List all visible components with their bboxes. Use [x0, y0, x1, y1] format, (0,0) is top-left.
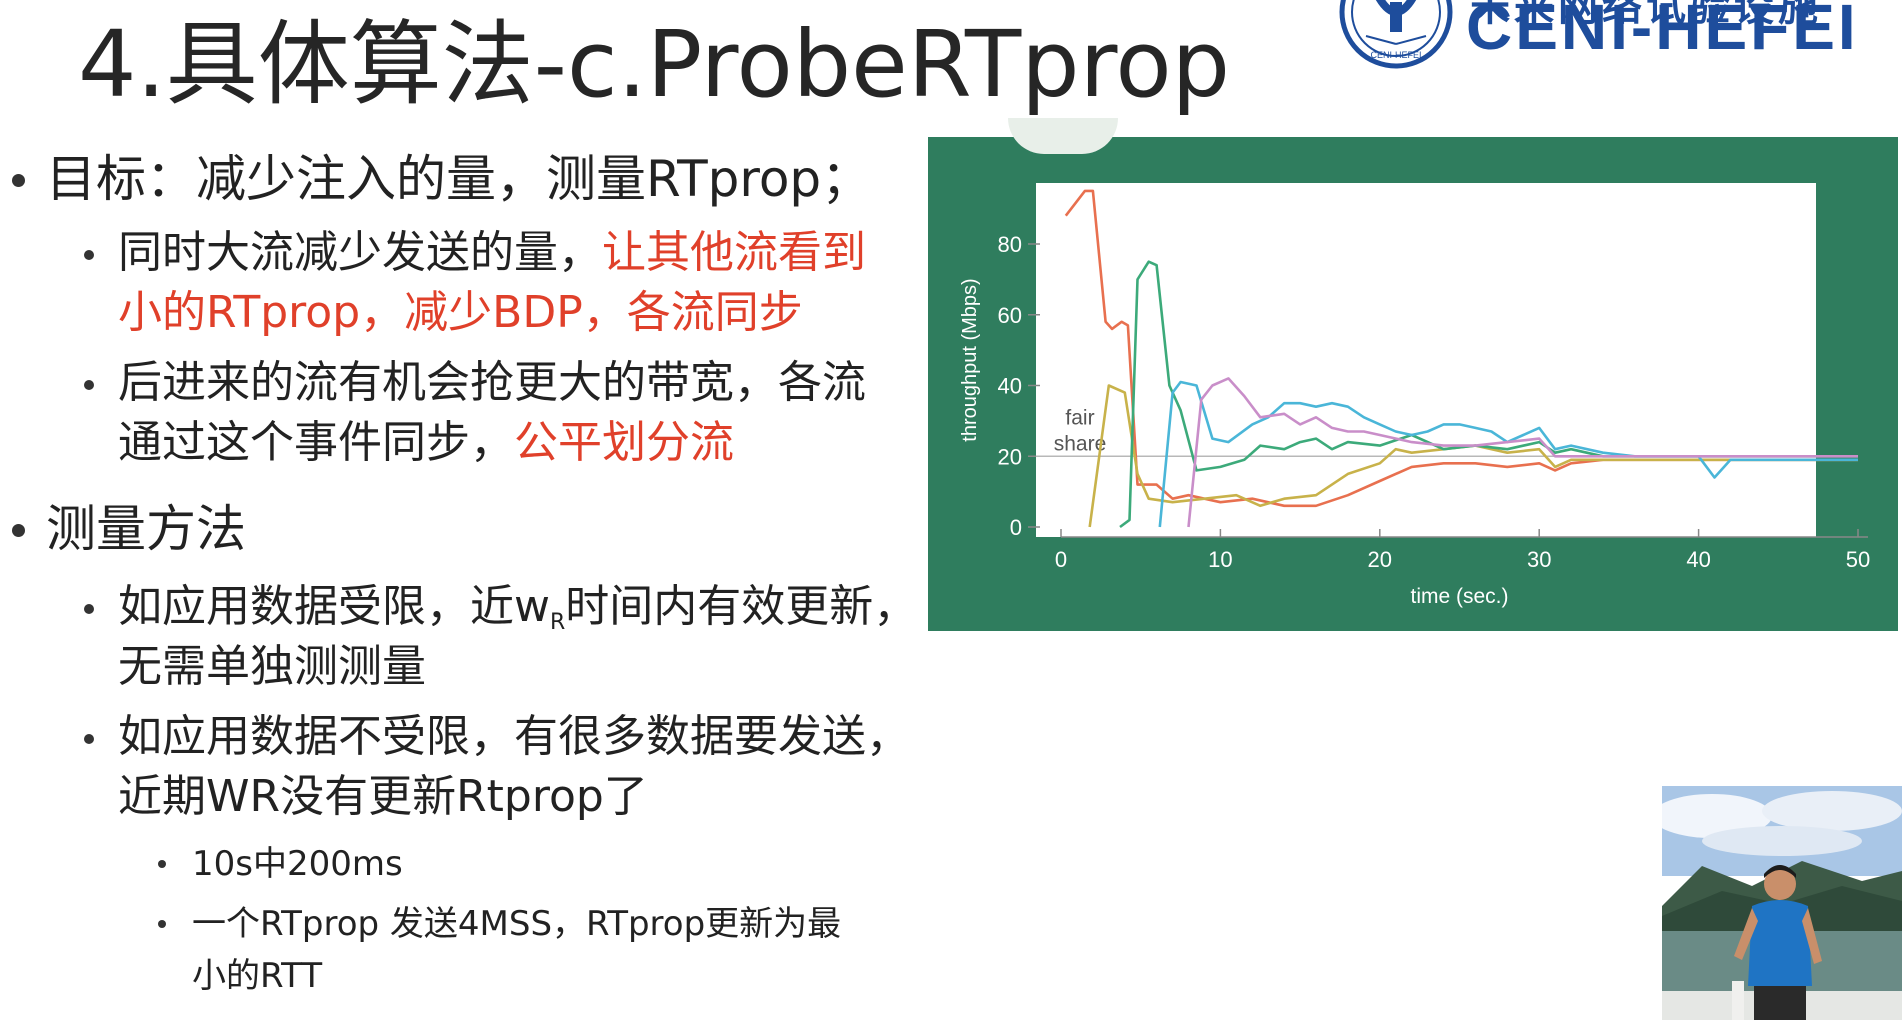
bullet-method: 测量方法: [46, 500, 246, 558]
method-sub1-subscript: R: [550, 610, 566, 635]
bullet-item-rtprop-line1: 一个RTprop 发送4MSS，RTprop更新为最: [192, 904, 842, 944]
logo-text: CENI-HEFEI: [1466, 0, 1859, 63]
emblem-text: CENI-HEFEI: [1370, 50, 1421, 60]
emblem-icon: CENI-HEFEI: [1339, 0, 1453, 69]
bullet-dot: [158, 860, 166, 868]
series-line-5: [1187, 377, 1858, 528]
y-tick-label: 0: [1010, 515, 1022, 540]
bullet-dot: [84, 380, 94, 390]
fair-share-label-line1: fair: [1065, 406, 1094, 429]
goal-sub2-red: 公平划分流: [514, 417, 734, 468]
x-tick-label: 0: [1055, 547, 1067, 572]
x-tick-label: 50: [1846, 547, 1870, 572]
goal-sub1-black: 同时大流减少发送的量，: [118, 227, 602, 278]
goal-sub2-black: 通过这个事件同步，: [118, 417, 514, 468]
series-line-2: [1088, 384, 1858, 528]
y-tick-label: 40: [998, 374, 1022, 399]
bullet-dot: [12, 524, 25, 537]
method-sub1-post: 时间内有效更新，: [565, 581, 918, 632]
bullet-method-sub2-line1: 如应用数据不受限，有很多数据要发送，: [118, 711, 910, 762]
x-tick-label: 10: [1208, 547, 1232, 572]
goal-sub1-red: 让其他流看到: [602, 227, 866, 278]
slide-title: 4.具体算法-c.ProbeRTprop: [78, 11, 1231, 118]
y-tick-label: 80: [998, 232, 1022, 257]
bullet-goal-sub2-line1: 后进来的流有机会抢更大的带宽，各流: [118, 357, 866, 408]
x-tick-label: 40: [1686, 547, 1710, 572]
y-axis-label: throughput (Mbps): [959, 278, 981, 441]
y-tick-label: 20: [998, 444, 1022, 469]
chart-corner-decoration: [1008, 118, 1118, 154]
presenter-video: [1662, 786, 1902, 1020]
method-sub1-pre: 如应用数据受限，近w: [118, 581, 550, 632]
bullet-list: 目标：减少注入的量，测量RTprop； 同时大流减少发送的量，让其他流看到 小的…: [0, 0, 930, 1020]
bullet-method-sub1-line2: 无需单独测测量: [118, 641, 426, 692]
bullet-item-rtprop-line2: 小的RTT: [192, 956, 323, 996]
throughput-chart: 0 10 20 30 40 50 0 20 40 60 80 time (sec.) throughpu…: [959, 183, 1870, 608]
x-axis-label: time (sec.): [1410, 585, 1508, 608]
bullet-method-sub2-line2: 近期WR没有更新Rtprop了: [118, 771, 648, 822]
bullet-goal-sub1-line2: 小的RTprop，减少BDP，各流同步: [118, 287, 803, 338]
bullet-goal: 目标：减少注入的量，测量RTprop；: [46, 150, 872, 208]
bullet-dot: [84, 250, 94, 260]
presenter-photo: [1662, 786, 1902, 1020]
bullet-dot: [158, 920, 166, 928]
bullet-dot: [84, 604, 94, 614]
bullet-method-sub1-line1: 如应用数据受限，近wR时间内有效更新，: [118, 576, 917, 638]
bullet-dot: [12, 174, 25, 187]
bullet-dot: [84, 734, 94, 744]
bullet-item-10s: 10s中200ms: [192, 844, 403, 884]
bullet-goal-sub1-line1: 同时大流减少发送的量，让其他流看到: [118, 222, 866, 284]
logo-top-text: 未来网络试验设施: [1470, 0, 1822, 30]
x-tick-label: 20: [1368, 547, 1392, 572]
y-tick-label: 60: [998, 303, 1022, 328]
bullet-goal-sub2-line2: 通过这个事件同步，公平划分流: [118, 412, 734, 474]
fair-share-label-line2: share: [1054, 432, 1107, 455]
x-tick-label: 30: [1527, 547, 1551, 572]
